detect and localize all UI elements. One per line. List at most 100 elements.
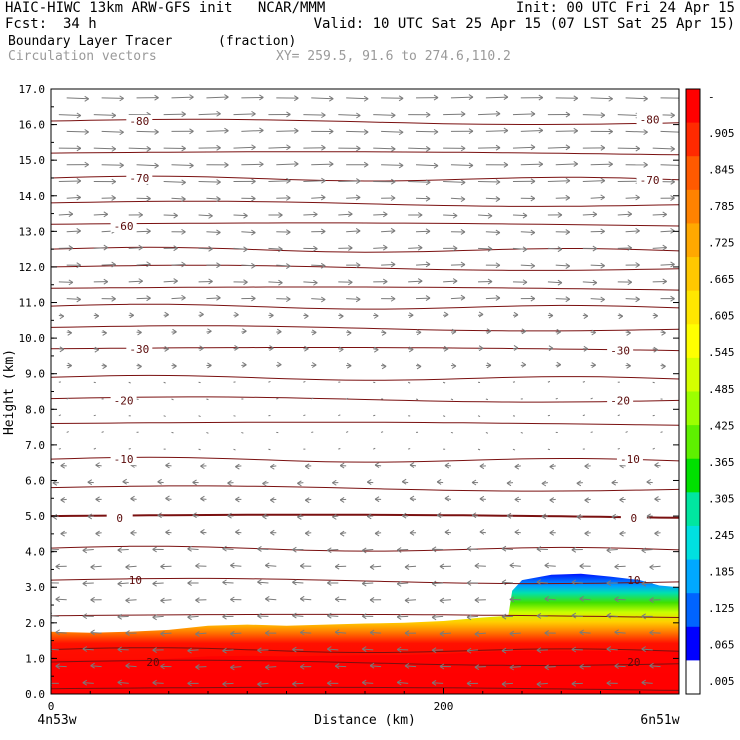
- vector-arrowhead: [649, 564, 654, 571]
- vector-arrowhead: [501, 545, 507, 552]
- vector-arrowhead: [235, 496, 240, 503]
- vector-arrowhead: [579, 563, 584, 569]
- vector-arrowhead: [192, 479, 197, 486]
- vector-arrow: [536, 615, 548, 617]
- vector-arrowhead: [544, 630, 550, 636]
- vector-arrowhead: [363, 129, 369, 135]
- vector-arrowhead: [439, 563, 445, 570]
- vector-arrow: [346, 130, 369, 133]
- vector-arrowhead: [443, 345, 449, 352]
- vector-arrow: [606, 615, 618, 617]
- vector-arrow: [649, 565, 661, 568]
- contour-label: -20: [610, 394, 630, 407]
- vector-arrowhead: [425, 145, 431, 152]
- vector-arrow: [311, 397, 314, 400]
- vector-arrow: [311, 163, 334, 166]
- vector-arrowhead: [641, 613, 646, 620]
- vector-arrowhead: [82, 547, 88, 554]
- vector-arrow: [579, 631, 591, 634]
- vector-arrow: [450, 431, 454, 434]
- vector-arrowhead: [509, 562, 515, 569]
- vector-arrowhead: [76, 178, 82, 184]
- vector-arrow: [547, 380, 551, 383]
- vector-arrowhead: [125, 630, 130, 637]
- vector-arrowhead: [503, 94, 509, 100]
- contour-line: [51, 374, 679, 381]
- contour-label: 0: [631, 512, 638, 525]
- vector-arrow: [335, 631, 347, 634]
- vector-arrowhead: [661, 363, 666, 370]
- vector-arrowhead: [417, 212, 423, 218]
- vector-arrowhead: [286, 194, 291, 201]
- vector-arrowhead: [382, 211, 388, 218]
- contour-label-bg: [126, 115, 153, 128]
- contour-line: [51, 545, 679, 552]
- contour-label: -70: [640, 174, 660, 187]
- vector-arrowhead: [299, 595, 305, 602]
- vector-arrowhead: [187, 680, 192, 687]
- vector-arrowhead: [230, 596, 235, 603]
- vector-arrow: [241, 431, 244, 434]
- vector-arrowhead: [614, 629, 619, 636]
- vector-arrowhead: [327, 612, 332, 619]
- vector-arrow: [66, 230, 81, 233]
- contour-line: [51, 347, 679, 352]
- vector-arrowhead: [251, 110, 256, 117]
- vector-arrow: [373, 114, 396, 116]
- vector-arrow: [257, 581, 269, 584]
- contour-label: -10: [114, 453, 134, 466]
- colorbar-label: .125: [708, 602, 735, 615]
- vector-arrowhead: [466, 647, 472, 654]
- vector-arrow: [606, 648, 618, 651]
- vector-arrow: [652, 213, 667, 216]
- contour-label: -10: [620, 453, 640, 466]
- vector-arrow: [300, 631, 312, 634]
- vector-arrow: [373, 247, 388, 249]
- vector-arrowhead: [152, 580, 157, 587]
- vector-arrow: [117, 549, 129, 551]
- colorbar-label: .785: [708, 200, 735, 213]
- vector-arrow: [233, 247, 248, 250]
- vector-arrowhead: [439, 663, 445, 670]
- vector-arrowhead: [346, 329, 352, 336]
- vector-arrow: [338, 114, 361, 117]
- vector-arrowhead: [396, 646, 402, 653]
- colorbar-label: .305: [708, 492, 735, 505]
- vector-arrowhead: [348, 279, 353, 286]
- vector-arrow: [163, 381, 166, 384]
- vector-arrowhead: [321, 144, 326, 151]
- vector-arrowhead: [313, 245, 318, 252]
- vector-arrow: [82, 648, 94, 651]
- vector-arrowhead: [506, 480, 512, 487]
- contour-label-bg: [110, 453, 137, 466]
- vector-arrowhead: [653, 346, 658, 353]
- vector-arrowhead: [76, 145, 82, 152]
- vector-arrowhead: [95, 462, 100, 469]
- vector-arrow: [555, 264, 570, 267]
- contour-label-bg: [110, 394, 137, 407]
- vector-arrowhead: [242, 328, 247, 335]
- vector-arrow: [641, 682, 653, 684]
- vector-arrowhead: [277, 361, 282, 368]
- vector-arrowhead: [320, 228, 326, 235]
- vector-arrowhead: [356, 145, 361, 152]
- vector-arrowhead: [565, 144, 571, 151]
- vector-arrowhead: [514, 463, 520, 470]
- vector-arrowhead: [257, 647, 262, 654]
- vector-arrowhead: [509, 630, 515, 637]
- vector-arrowhead: [292, 646, 297, 653]
- vector-arrow: [416, 297, 431, 300]
- vector-arrowhead: [654, 530, 659, 537]
- vector-arrow: [206, 197, 221, 200]
- vector-arrowhead: [471, 479, 477, 486]
- vector-arrow: [536, 682, 548, 685]
- vector-arrowhead: [478, 311, 484, 318]
- forecast-hour: 34 h: [63, 16, 97, 32]
- vector-arrow: [187, 615, 199, 618]
- vector-arrowhead: [67, 362, 72, 369]
- vector-arrowhead: [60, 497, 65, 503]
- vector-arrowhead: [557, 246, 563, 253]
- vector-arrowhead: [536, 612, 542, 619]
- vector-arrow: [311, 196, 326, 199]
- vector-arrow: [303, 213, 318, 216]
